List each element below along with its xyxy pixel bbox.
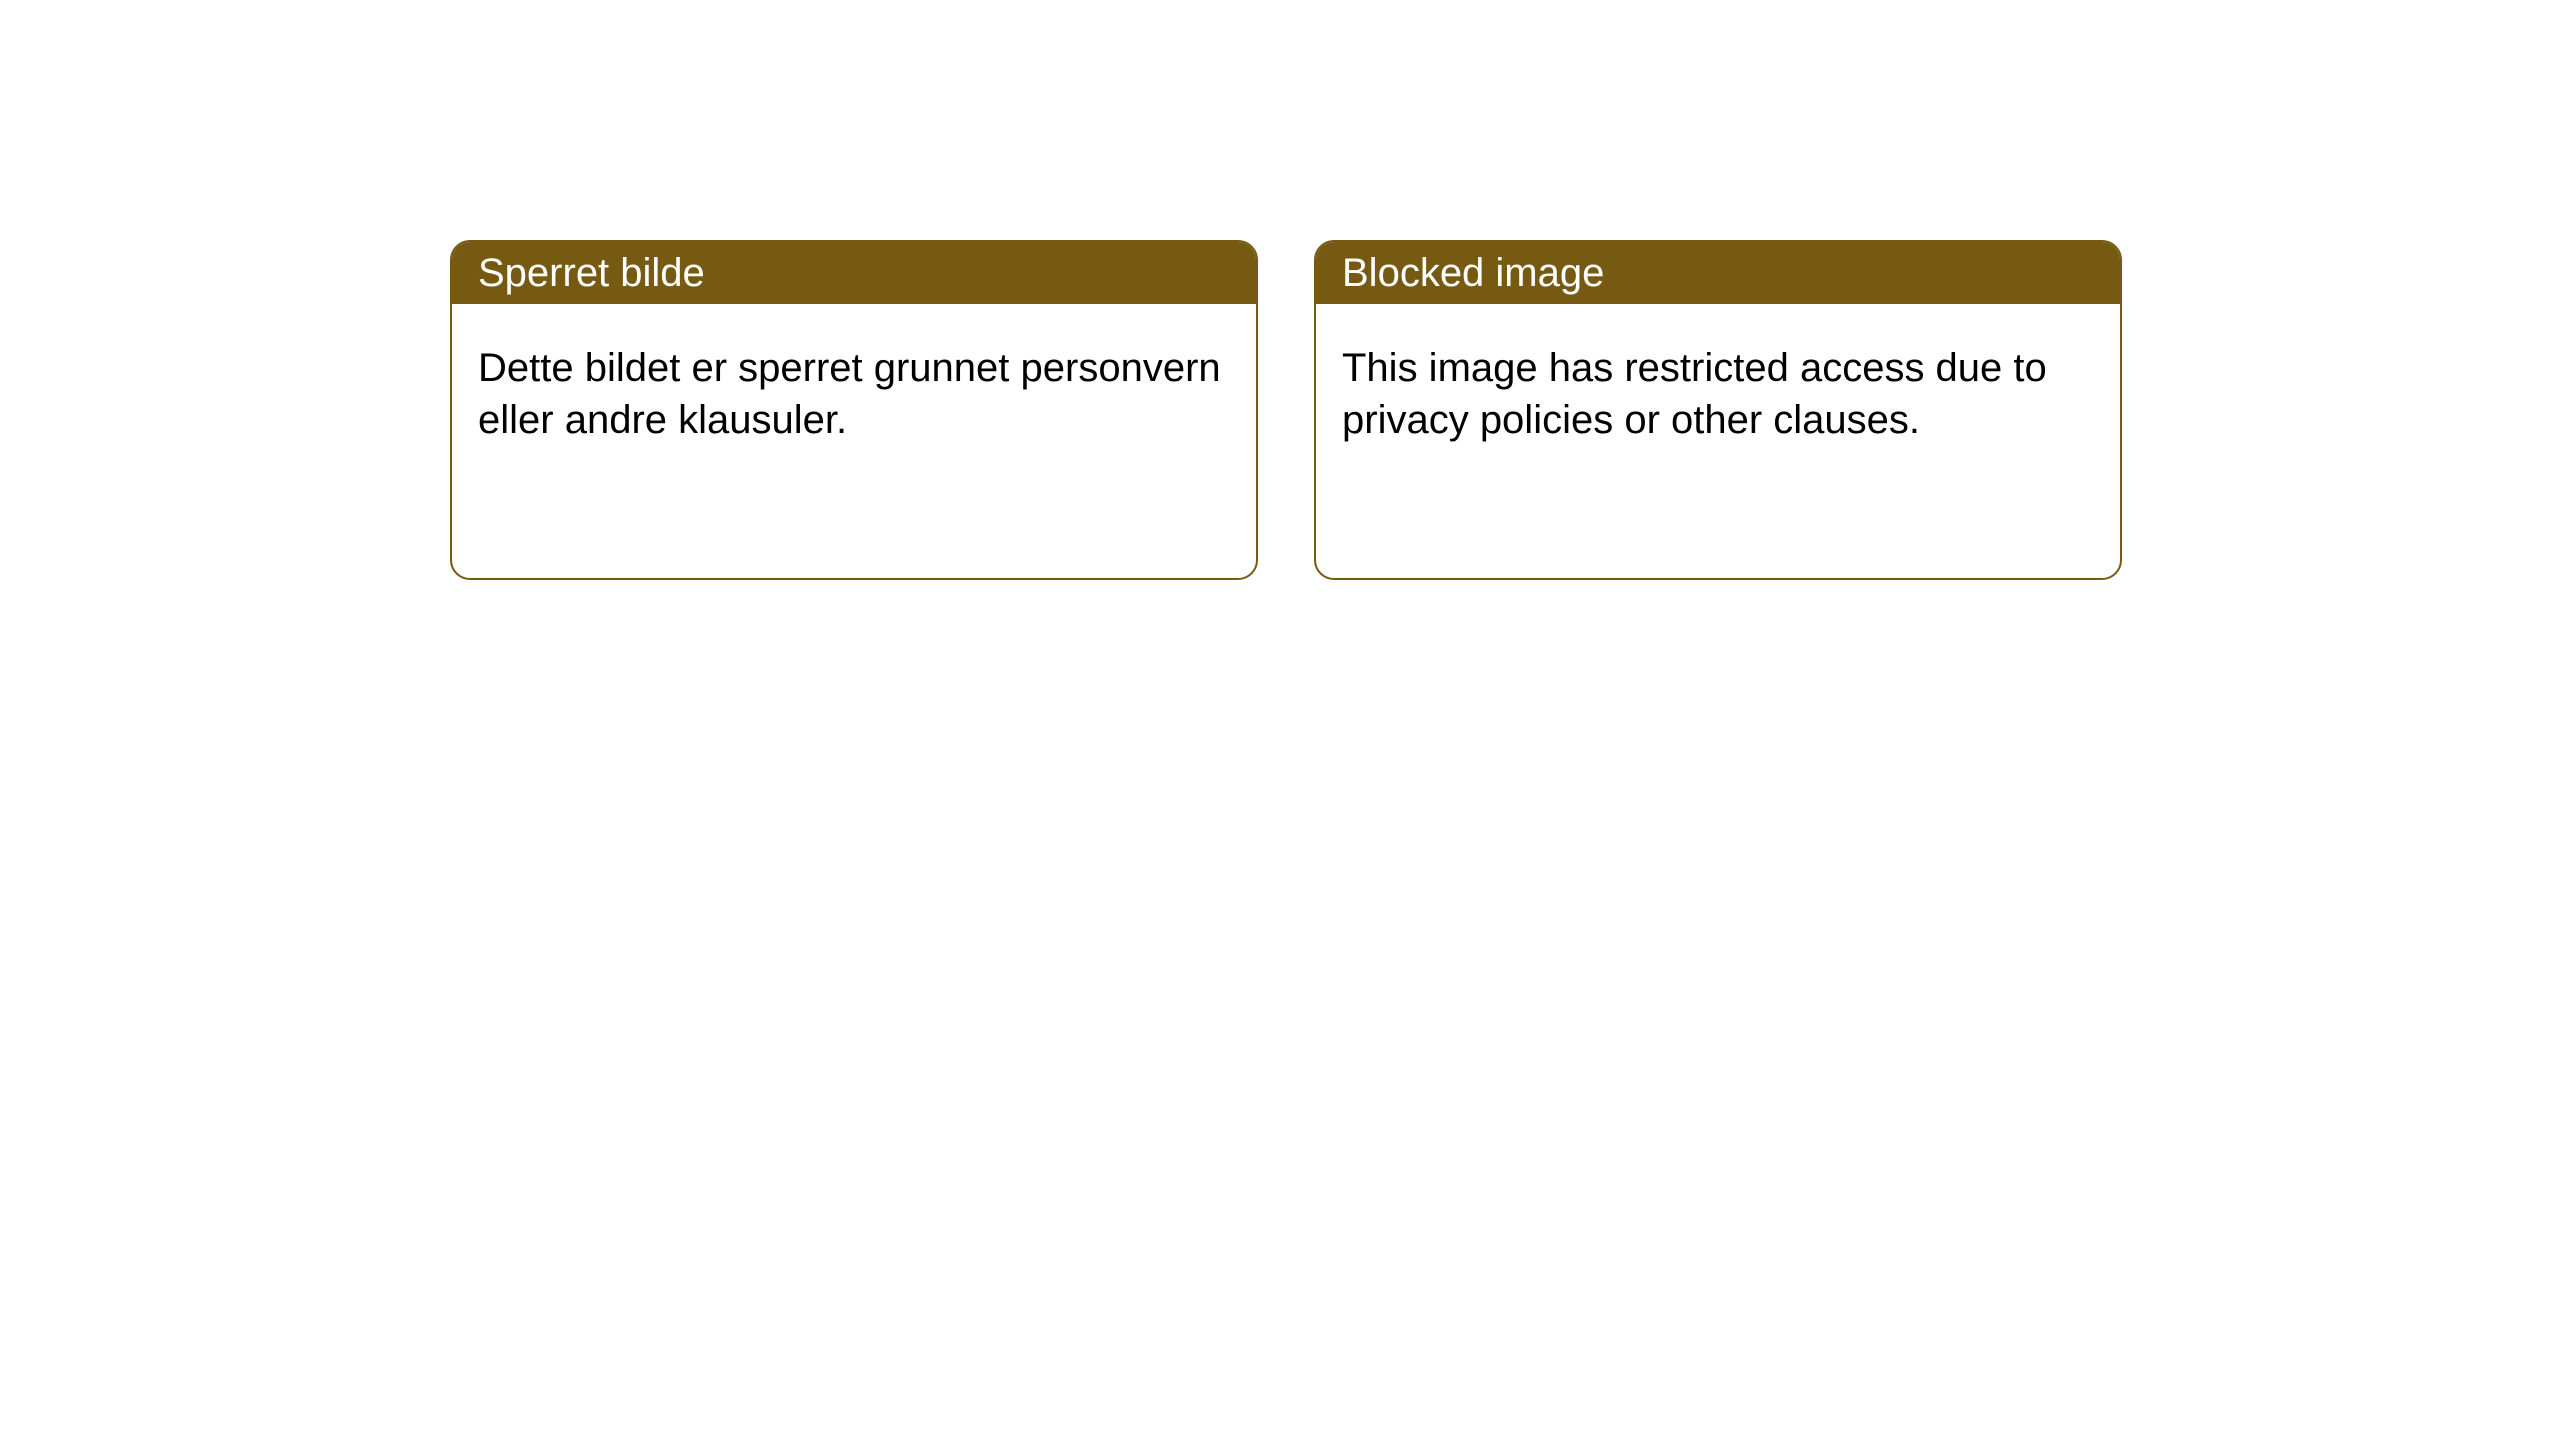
card-body-en: This image has restricted access due to … — [1316, 304, 2120, 484]
card-body-no: Dette bildet er sperret grunnet personve… — [452, 304, 1256, 484]
card-header-en: Blocked image — [1316, 242, 2120, 304]
notice-cards-container: Sperret bilde Dette bildet er sperret gr… — [0, 0, 2560, 580]
card-header-no: Sperret bilde — [452, 242, 1256, 304]
blocked-image-card-en: Blocked image This image has restricted … — [1314, 240, 2122, 580]
blocked-image-card-no: Sperret bilde Dette bildet er sperret gr… — [450, 240, 1258, 580]
